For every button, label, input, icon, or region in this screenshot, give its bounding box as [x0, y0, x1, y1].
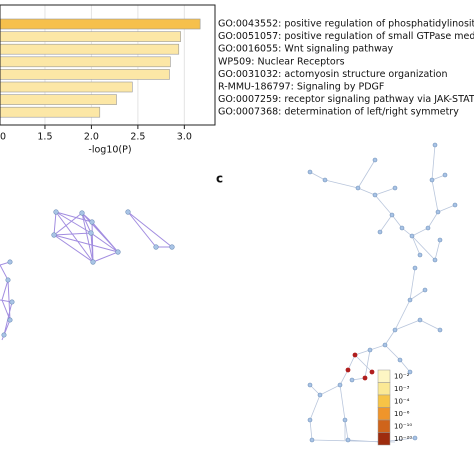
legend-swatch — [377, 407, 391, 421]
legend-swatch — [377, 369, 391, 383]
legend-label: 10⁻¹⁰ — [394, 423, 412, 431]
bar — [0, 81, 133, 93]
bar — [0, 56, 171, 68]
legend-swatch — [377, 432, 391, 446]
x-tick-label: 3.0 — [177, 132, 192, 143]
category-label: GO:0007368: determination of left/right … — [218, 107, 459, 118]
x-tick-label: 2.0 — [84, 132, 99, 143]
bar — [0, 106, 101, 118]
legend-swatch — [377, 394, 391, 408]
x-tick-label: 1.5 — [37, 132, 52, 143]
bar — [0, 69, 170, 80]
panel-label: c — [216, 172, 223, 186]
legend-swatch — [377, 382, 391, 396]
legend-label: 10⁻⁴ — [394, 398, 410, 406]
x-tick-label: 2.5 — [130, 132, 145, 143]
network-right — [307, 142, 458, 445]
plot-frame — [0, 4, 216, 126]
category-label: GO:0051057: positive regulation of small… — [218, 31, 474, 42]
legend-label: 10⁻² — [394, 373, 410, 381]
category-label: GO:0016055: Wnt signaling pathway — [218, 44, 394, 55]
category-label: GO:0007259: receptor signaling pathway v… — [218, 94, 474, 105]
legend-label: 10⁻³ — [394, 385, 410, 393]
x-tick-label: 1.0 — [0, 132, 6, 143]
legend-label: 10⁻⁶ — [394, 410, 410, 418]
network-left — [0, 259, 15, 341]
x-axis-label: -log10(P) — [88, 145, 131, 156]
category-label: R-MMU-186797: Signaling by PDGF — [218, 82, 384, 93]
bar — [0, 18, 201, 30]
network-cluster — [51, 209, 175, 265]
legend-label: 10⁻²⁰ — [394, 435, 412, 443]
category-label: GO:0031032: actomyosin structure organiz… — [218, 69, 448, 80]
category-label: GO:0043552: positive regulation of phosp… — [218, 19, 474, 30]
bar — [0, 31, 181, 42]
bar — [0, 43, 180, 55]
bar — [0, 94, 117, 105]
category-label: WP509: Nuclear Receptors — [218, 56, 345, 67]
legend-swatch — [377, 419, 391, 433]
